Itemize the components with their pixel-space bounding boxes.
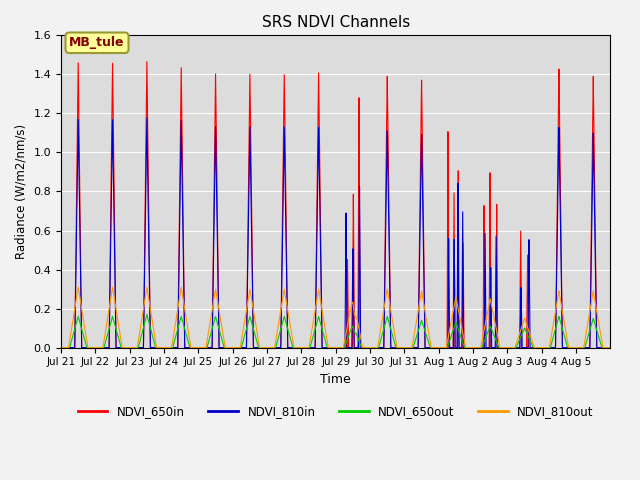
Line: NDVI_810in: NDVI_810in <box>61 118 611 348</box>
NDVI_810in <box>84 345 92 350</box>
NDVI_810out <box>465 345 472 350</box>
NDVI_650out <box>494 342 502 348</box>
NDVI_650in <box>57 345 65 350</box>
Line: NDVI_810out: NDVI_810out <box>61 287 611 348</box>
Legend: NDVI_650in, NDVI_810in, NDVI_650out, NDVI_810out: NDVI_650in, NDVI_810in, NDVI_650out, NDV… <box>73 400 598 423</box>
X-axis label: Time: Time <box>321 373 351 386</box>
NDVI_810out <box>494 334 502 340</box>
NDVI_810in <box>256 345 264 350</box>
Line: NDVI_650out: NDVI_650out <box>61 314 611 348</box>
NDVI_650out <box>143 312 151 317</box>
Line: NDVI_650in: NDVI_650in <box>61 61 611 348</box>
NDVI_810in <box>57 345 65 350</box>
NDVI_650in <box>256 345 264 350</box>
NDVI_650out <box>607 345 614 350</box>
NDVI_810out <box>607 345 614 350</box>
Title: SRS NDVI Channels: SRS NDVI Channels <box>262 15 410 30</box>
NDVI_650in <box>84 345 92 350</box>
Text: MB_tule: MB_tule <box>69 36 125 49</box>
NDVI_650in <box>406 345 414 350</box>
NDVI_650in <box>143 59 151 64</box>
NDVI_650out <box>256 345 264 350</box>
NDVI_650out <box>84 345 92 350</box>
NDVI_650in <box>494 345 502 350</box>
NDVI_810out <box>85 345 93 350</box>
Y-axis label: Radiance (W/m2/nm/s): Radiance (W/m2/nm/s) <box>15 124 28 259</box>
NDVI_810in <box>465 345 472 350</box>
NDVI_650in <box>607 345 614 350</box>
NDVI_650out <box>465 345 472 350</box>
NDVI_650in <box>465 345 472 350</box>
NDVI_650out <box>382 317 390 323</box>
NDVI_650out <box>57 345 65 350</box>
NDVI_810out <box>406 345 414 350</box>
NDVI_810out <box>256 345 264 350</box>
NDVI_650out <box>406 345 414 350</box>
NDVI_650in <box>382 156 390 161</box>
NDVI_810out <box>57 345 65 350</box>
NDVI_810out <box>382 293 390 299</box>
NDVI_810out <box>74 284 82 290</box>
NDVI_810in <box>382 193 390 199</box>
NDVI_810in <box>143 115 151 121</box>
NDVI_810in <box>406 345 414 350</box>
NDVI_810in <box>494 345 502 350</box>
NDVI_810in <box>607 345 614 350</box>
